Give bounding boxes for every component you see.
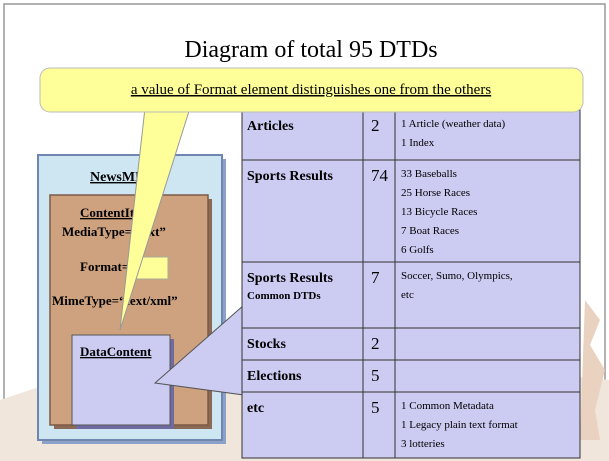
row-name: Stocks — [247, 337, 286, 352]
row-detail: 13 Bicycle Races — [401, 206, 477, 218]
tree — [580, 300, 605, 440]
row-name: Sports Results — [247, 271, 334, 286]
row-count: 5 — [371, 398, 380, 417]
row-count: 74 — [371, 166, 389, 185]
row-detail: 1 Legacy plain text format — [401, 419, 518, 431]
row-detail: 6 Golfs — [401, 244, 434, 256]
row-detail: 1 Index — [401, 137, 435, 149]
newsml-label: NewsML — [90, 170, 144, 185]
row-detail: 3 lotteries — [401, 438, 445, 450]
callout-box — [39, 67, 584, 113]
row-detail: etc — [401, 289, 414, 301]
row-count: 7 — [371, 268, 380, 287]
row-detail: Soccer, Sumo, Olympics, — [401, 270, 513, 282]
row-detail: 1 Article (weather data) — [401, 118, 505, 130]
row-detail: 1 Common Metadata — [401, 400, 494, 412]
attribute: MimeType=“text/xml” — [52, 293, 178, 308]
row-name: Sports Results — [247, 169, 334, 184]
callout-text: a value of Format element distinguishes … — [131, 82, 491, 98]
row-detail: 33 Baseballs — [401, 168, 457, 180]
row-detail: 7 Boat Races — [401, 225, 459, 237]
row-count: 2 — [371, 116, 380, 135]
row-detail: 25 Horse Races — [401, 187, 470, 199]
title: Diagram of total 95 DTDs — [184, 37, 437, 63]
row-subname: Common DTDs — [247, 290, 321, 302]
row-name: Elections — [247, 369, 302, 384]
row-name: etc — [247, 401, 264, 416]
row-name: Articles — [247, 119, 294, 134]
row-count: 2 — [371, 334, 380, 353]
table: Articles 2 1 Article (weather data) 1 Index… — [241, 109, 581, 459]
datacontent-label: DataContent — [80, 344, 152, 359]
row-count: 5 — [371, 366, 380, 385]
